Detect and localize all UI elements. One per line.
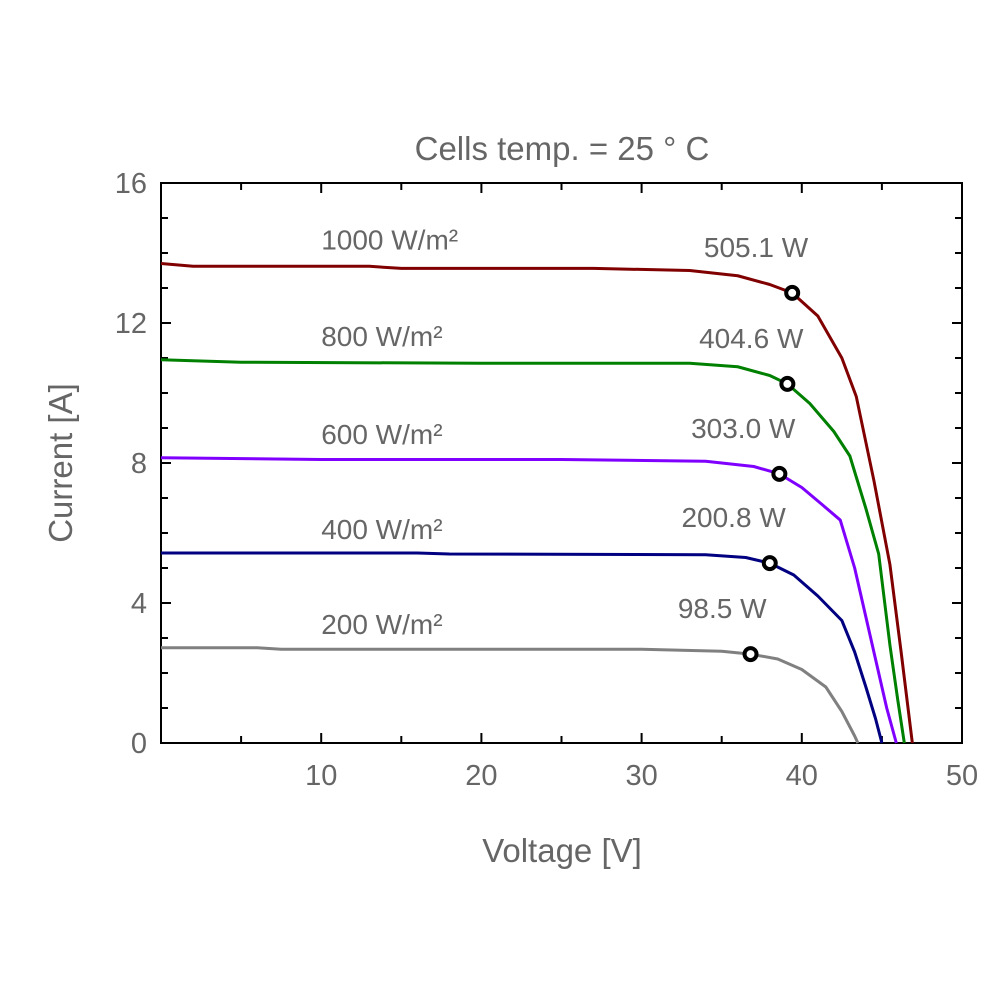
- mpp-label: 303.0 W: [691, 413, 796, 444]
- series-1: 800 W/m² 404.6 W: [160, 321, 906, 744]
- x-tick-label: 50: [946, 760, 978, 792]
- x-axis-label: Voltage [V]: [482, 832, 642, 869]
- series-line: [161, 551, 884, 744]
- x-tick-label: 10: [305, 760, 337, 792]
- series-label: 800 W/m²: [321, 321, 442, 352]
- y-tick-label: 4: [131, 588, 147, 620]
- series-label: 600 W/m²: [321, 419, 442, 450]
- mpp-marker: [742, 646, 759, 663]
- series-2: 600 W/m² 303.0 W: [160, 413, 898, 744]
- series-0: 1000 W/m² 505.1 W: [160, 225, 914, 744]
- y-tick-label: 12: [115, 308, 147, 340]
- chart-title: Cells temp. = 25 ° C: [415, 130, 710, 167]
- y-tick-label: 8: [131, 448, 147, 480]
- y-tick-label: 16: [115, 168, 147, 200]
- series-3: 400 W/m² 200.8 W: [161, 502, 884, 744]
- mpp-marker: [761, 555, 778, 572]
- series-line: [160, 456, 898, 744]
- x-tick-label: 30: [625, 760, 657, 792]
- mpp-marker: [779, 375, 796, 392]
- series-line: [161, 646, 860, 744]
- mpp-marker: [771, 465, 788, 482]
- y-axis-label: Current [A]: [42, 383, 79, 543]
- mpp-label: 200.8 W: [681, 502, 786, 533]
- series-line: [160, 358, 906, 744]
- series-line: [160, 262, 914, 744]
- y-tick-label: 0: [131, 728, 147, 760]
- x-tick-label: 20: [465, 760, 497, 792]
- x-tick-label: 40: [786, 760, 818, 792]
- series-label: 1000 W/m²: [321, 225, 458, 256]
- series-label: 200 W/m²: [321, 609, 442, 640]
- series-4: 200 W/m² 98.5 W: [161, 593, 860, 744]
- series-label: 400 W/m²: [321, 514, 442, 545]
- mpp-label: 98.5 W: [678, 593, 767, 624]
- mpp-marker: [784, 284, 801, 301]
- mpp-label: 404.6 W: [699, 323, 804, 354]
- mpp-label: 505.1 W: [704, 232, 809, 263]
